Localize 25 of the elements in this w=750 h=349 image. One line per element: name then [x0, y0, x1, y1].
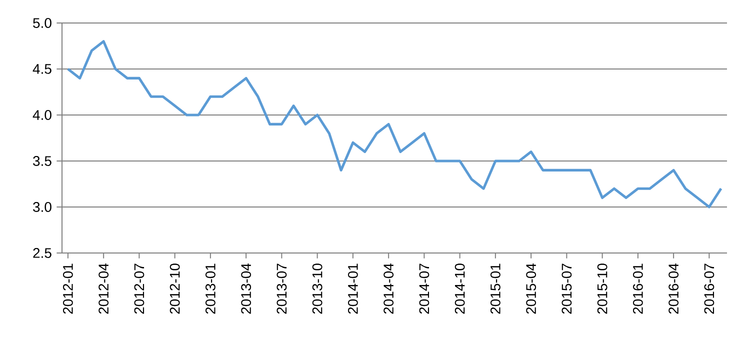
- x-tick-label: 2012-10: [170, 264, 180, 314]
- x-tick-label: 2013-01: [206, 264, 216, 314]
- x-tick-label: 2014-10: [454, 264, 465, 314]
- x-tick-label: 2015-01: [490, 264, 500, 314]
- x-tick-label: 2015-07: [562, 264, 572, 314]
- x-tick-label: 2016-04: [668, 263, 679, 314]
- y-tick-label: 3.5: [33, 156, 52, 166]
- y-tick-label: 3.0: [33, 202, 52, 212]
- x-tick-label: 2013-10: [312, 264, 322, 314]
- x-tick-label: 2015-10: [597, 264, 608, 314]
- y-tick-label: 4.5: [32, 64, 52, 74]
- y-tick-label: 2.5: [33, 248, 52, 258]
- x-tick-label: 2015-04: [526, 263, 536, 314]
- y-tick-label: 4.0: [32, 110, 52, 120]
- x-tick-label: 2014-07: [419, 264, 430, 314]
- x-tick-label: 2016-01: [632, 264, 643, 314]
- x-tick-label: 2016-07: [704, 264, 714, 314]
- x-tick-label: 2012-01: [63, 264, 73, 314]
- x-tick-label: 2014-01: [348, 264, 358, 314]
- x-tick-label: 2013-07: [276, 264, 287, 314]
- x-tick-label: 2013-04: [241, 263, 252, 314]
- x-tick-label: 2012-04: [98, 263, 109, 314]
- x-tick-label: 2012-07: [134, 264, 144, 314]
- x-tick-label: 2014-04: [384, 263, 394, 314]
- y-tick-label: 5.0: [33, 18, 52, 28]
